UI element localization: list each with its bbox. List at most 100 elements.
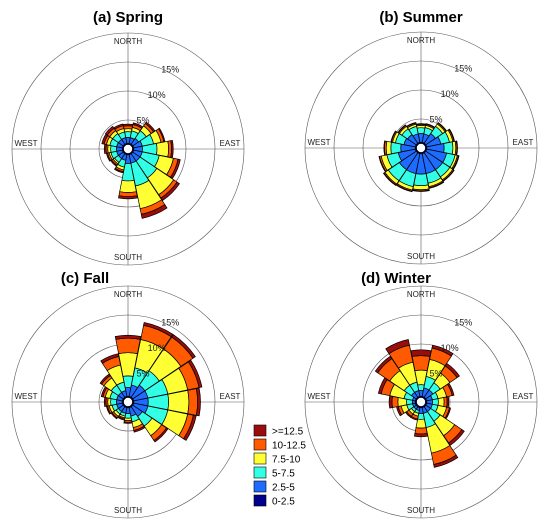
ring-label: 15% [454, 318, 472, 328]
windrose-segment [103, 397, 107, 407]
panel-title: (b) Summer [379, 9, 463, 26]
windrose-segment [378, 156, 387, 173]
windrose-segment [382, 172, 397, 187]
calm-center [416, 143, 426, 153]
windrose-segment [119, 179, 137, 193]
windrose-segment [133, 425, 146, 433]
legend-swatch [253, 480, 267, 493]
windrose-segment [390, 130, 397, 143]
windrose-segment [391, 396, 399, 408]
windrose-segment [448, 429, 465, 446]
windrose-segment [415, 123, 427, 126]
direction-label-west: WEST [307, 392, 330, 401]
ring-label: 5% [430, 115, 443, 125]
calm-center [123, 397, 133, 407]
winter-windrose-panel: (d) Winter 5% 10% 15% NORTH EAST SOUTH WEST [304, 270, 538, 519]
windrose-segment [167, 389, 190, 415]
windrose-segment [171, 334, 196, 359]
calm-center [416, 397, 426, 407]
ring-label: 5% [137, 116, 150, 126]
panel-title: (a) Spring [93, 9, 163, 26]
summer-windrose-panel: (b) Summer 5% 10% 15% NORTH EAST SOUTH WEST [304, 9, 538, 265]
windrose-segment [397, 124, 407, 134]
windrose-segment [187, 359, 203, 388]
legend-swatch [253, 466, 267, 479]
direction-label-east: EAST [513, 392, 534, 401]
ring-label: 10% [441, 343, 459, 353]
windrose-segment [195, 387, 201, 417]
direction-label-north: NORTH [114, 37, 143, 46]
direction-label-south: SOUTH [407, 506, 435, 515]
windrose-segment [115, 337, 141, 355]
windrose-segment [170, 158, 181, 179]
windrose-segment [103, 144, 107, 154]
windrose-segment [433, 454, 459, 468]
windrose-segment [123, 421, 133, 424]
direction-label-east: EAST [220, 139, 241, 148]
windrose-segment [406, 122, 417, 128]
windrose-segment [447, 382, 455, 397]
direction-label-east: EAST [513, 138, 534, 147]
legend-swatch [253, 452, 267, 465]
legend-label: 10-12.5 [272, 441, 306, 452]
windrose-segment [374, 355, 393, 374]
windrose-segment [114, 167, 124, 174]
legend-label: 5-7.5 [272, 469, 295, 480]
windrose-segment [104, 125, 115, 136]
windrose-segment [413, 432, 429, 438]
direction-label-south: SOUTH [114, 506, 142, 515]
spring-windrose-panel: (a) Spring 5% 10% 15% NORTH EAST SOUTH WEST [11, 9, 245, 266]
ring-label: 15% [161, 65, 179, 75]
direction-label-south: SOUTH [407, 252, 435, 261]
ring-label: 15% [161, 318, 179, 328]
ring-label: 15% [454, 64, 472, 74]
windrose-segment [444, 363, 460, 379]
windrose-segment [140, 204, 168, 219]
direction-label-north: NORTH [407, 36, 436, 45]
panel-title: (c) Fall [61, 270, 109, 287]
windrose-segment [156, 140, 169, 158]
windrose-segment [114, 334, 142, 340]
windrose-segment [437, 397, 445, 407]
windrose-segment [431, 344, 454, 357]
ring-label: 10% [441, 89, 459, 99]
windrose-segment [118, 195, 138, 200]
windrose-segment [410, 349, 432, 357]
windrose-segment [388, 395, 393, 409]
ring-label: 5% [137, 369, 150, 379]
windrose-segment [385, 339, 410, 355]
windrose-segment [113, 123, 124, 130]
windrose-segment [153, 427, 169, 443]
windrose-segment [143, 322, 174, 338]
windrose-segment [414, 427, 428, 435]
windrose-segment [411, 355, 431, 372]
direction-label-west: WEST [14, 392, 37, 401]
ring-label: 10% [148, 343, 166, 353]
speed-legend: >=12.5 10-12.5 7.5-10 5-7.5 2.5-5 0-2.5 [253, 424, 306, 508]
windrose-segment [170, 139, 174, 159]
direction-label-north: NORTH [407, 290, 436, 299]
legend-swatch [253, 438, 267, 451]
panel-title: (d) Winter [361, 270, 431, 287]
direction-label-east: EAST [220, 392, 241, 401]
legend-swatch [253, 494, 267, 507]
legend-label: 7.5-10 [272, 455, 301, 466]
ring-label: 10% [148, 90, 166, 100]
legend-label: >=12.5 [272, 427, 304, 438]
legend-swatch [253, 424, 267, 437]
windrose-segment [187, 388, 198, 416]
windrose-segment [100, 353, 120, 364]
windrose-segment [413, 173, 429, 187]
windrose-segment [446, 396, 450, 408]
calm-center [123, 144, 133, 154]
direction-label-west: WEST [307, 138, 330, 147]
legend-label: 2.5-5 [272, 483, 295, 494]
legend-label: 0-2.5 [272, 497, 295, 508]
windrose-segment [443, 141, 454, 155]
windrose-segment [383, 140, 386, 156]
windrose-segment [385, 140, 392, 156]
windrose-segment [160, 181, 180, 201]
fall-windrose-panel: (c) Fall 5% 10% 15% NORTH EAST SOUTH WEST [11, 270, 245, 519]
direction-label-west: WEST [14, 139, 37, 148]
